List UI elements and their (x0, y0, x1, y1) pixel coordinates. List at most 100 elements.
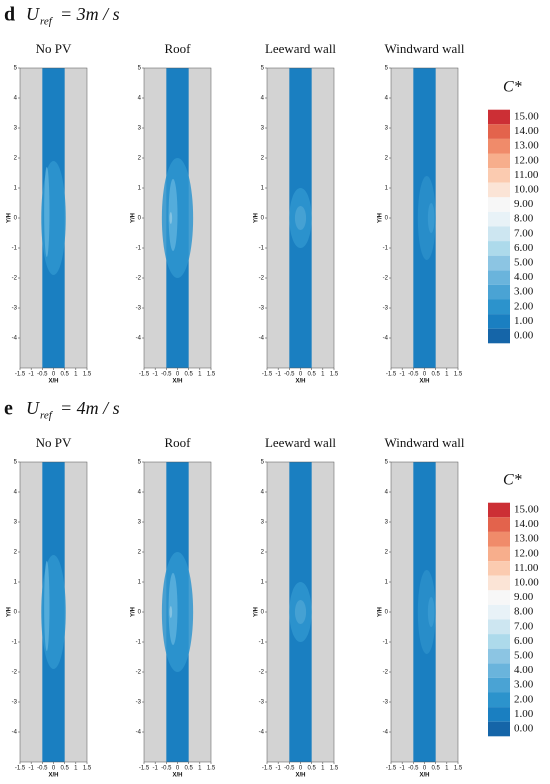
panel-letter: d (4, 4, 15, 26)
x-tick-label: 0.5 (60, 372, 69, 378)
y-tick-label: -1 (136, 640, 142, 646)
x-tick-label: -1.5 (15, 766, 26, 772)
y-axis-label: Y/H (378, 213, 384, 223)
y-tick-label: 2 (138, 156, 142, 162)
x-tick-label: -1.5 (386, 766, 397, 772)
y-tick-label: -4 (259, 730, 265, 736)
y-tick-label: -3 (383, 700, 389, 706)
colorbar-title: C* (503, 472, 522, 489)
x-axis-label: X/H (295, 773, 305, 779)
panel-title: Windward wall (385, 41, 465, 56)
y-tick-label: -3 (259, 306, 265, 312)
x-tick-label: -0.5 (284, 766, 295, 772)
colorbar-swatch (488, 314, 510, 329)
contour (44, 167, 50, 257)
y-tick-label: -3 (136, 306, 142, 312)
x-tick-label: 1 (198, 766, 202, 772)
y-tick-label: 4 (385, 96, 389, 102)
y-tick-label: 0 (261, 216, 265, 222)
colorbar-swatch (488, 517, 510, 532)
y-tick-label: 1 (261, 580, 265, 586)
x-tick-label: 1 (321, 766, 325, 772)
y-tick-label: -1 (383, 640, 389, 646)
x-tick-label: 0 (176, 766, 180, 772)
y-tick-label: 5 (138, 66, 142, 72)
colorbar-label: 6.00 (514, 635, 534, 647)
colorbar-swatch (488, 502, 510, 518)
y-tick-label: 2 (14, 156, 18, 162)
y-tick-label: 2 (385, 156, 389, 162)
colorbar-swatch (488, 531, 510, 547)
y-tick-label: 0 (138, 610, 142, 616)
colorbar-label: 0.00 (514, 330, 534, 342)
x-tick-label: 1.5 (207, 766, 216, 772)
y-axis-label: Y/H (254, 607, 260, 617)
x-tick-label: 0.5 (307, 766, 316, 772)
colorbar-label: 5.00 (514, 257, 534, 269)
x-tick-label: -1 (28, 372, 34, 378)
colorbar-swatch (488, 575, 510, 591)
x-tick-label: 1.5 (207, 372, 216, 378)
colorbar-swatch (488, 677, 510, 693)
y-axis-label: Y/H (378, 607, 384, 617)
colorbar-swatch (488, 241, 510, 256)
y-tick-label: -2 (136, 276, 142, 282)
x-tick-label: -1 (275, 372, 281, 378)
x-tick-label: -0.5 (408, 766, 419, 772)
y-tick-label: 5 (14, 66, 18, 72)
x-tick-label: -0.5 (161, 766, 172, 772)
y-axis-label: Y/H (131, 213, 137, 223)
y-tick-label: 1 (138, 186, 142, 192)
panel-letter: e (4, 398, 13, 420)
y-tick-label: 5 (138, 460, 142, 466)
y-axis-label: Y/H (131, 607, 137, 617)
panel-title: Roof (165, 41, 192, 56)
x-tick-label: -1 (152, 372, 158, 378)
y-tick-label: 4 (138, 96, 142, 102)
colorbar-label: 1.00 (514, 315, 534, 327)
y-tick-label: 3 (14, 126, 18, 132)
y-tick-label: 3 (138, 126, 142, 132)
y-tick-label: 0 (261, 610, 265, 616)
y-tick-label: -2 (383, 670, 389, 676)
x-tick-label: -1.5 (139, 766, 150, 772)
y-tick-label: -2 (383, 276, 389, 282)
colorbar-label: 8.00 (514, 606, 534, 618)
y-tick-label: 2 (138, 550, 142, 556)
x-tick-label: 0 (52, 766, 56, 772)
y-tick-label: 3 (14, 520, 18, 526)
x-tick-label: 1 (445, 766, 449, 772)
y-tick-label: 2 (14, 550, 18, 556)
x-tick-label: 0 (423, 766, 427, 772)
contour (417, 176, 436, 260)
colorbar-swatch (488, 226, 510, 242)
x-tick-label: -0.5 (408, 372, 419, 378)
contour (44, 561, 50, 651)
colorbar-swatch (488, 124, 510, 139)
y-tick-label: 4 (261, 490, 265, 496)
y-tick-label: 1 (14, 186, 18, 192)
y-tick-label: 1 (385, 580, 389, 586)
colorbar-label: 4.00 (514, 664, 534, 676)
colorbar-swatch (488, 138, 510, 154)
x-tick-label: 1 (74, 372, 78, 378)
x-tick-label: 1 (445, 372, 449, 378)
y-tick-label: -2 (12, 670, 18, 676)
y-tick-label: 3 (261, 126, 265, 132)
x-tick-label: -0.5 (161, 372, 172, 378)
y-axis-label: Y/H (7, 213, 13, 223)
x-tick-label: 1.5 (454, 766, 463, 772)
x-tick-label: -1.5 (262, 372, 273, 378)
contour (169, 606, 173, 618)
y-tick-label: 4 (138, 490, 142, 496)
x-axis-label: X/H (172, 773, 182, 779)
equation: = 4m / s (60, 398, 120, 418)
x-tick-label: 0 (176, 372, 180, 378)
colorbar-swatch (488, 168, 510, 183)
y-tick-label: -4 (136, 730, 142, 736)
y-tick-label: -3 (136, 700, 142, 706)
colorbar-label: 10.00 (514, 577, 539, 589)
subscript: ref (40, 16, 54, 28)
y-axis-label: Y/H (254, 213, 260, 223)
